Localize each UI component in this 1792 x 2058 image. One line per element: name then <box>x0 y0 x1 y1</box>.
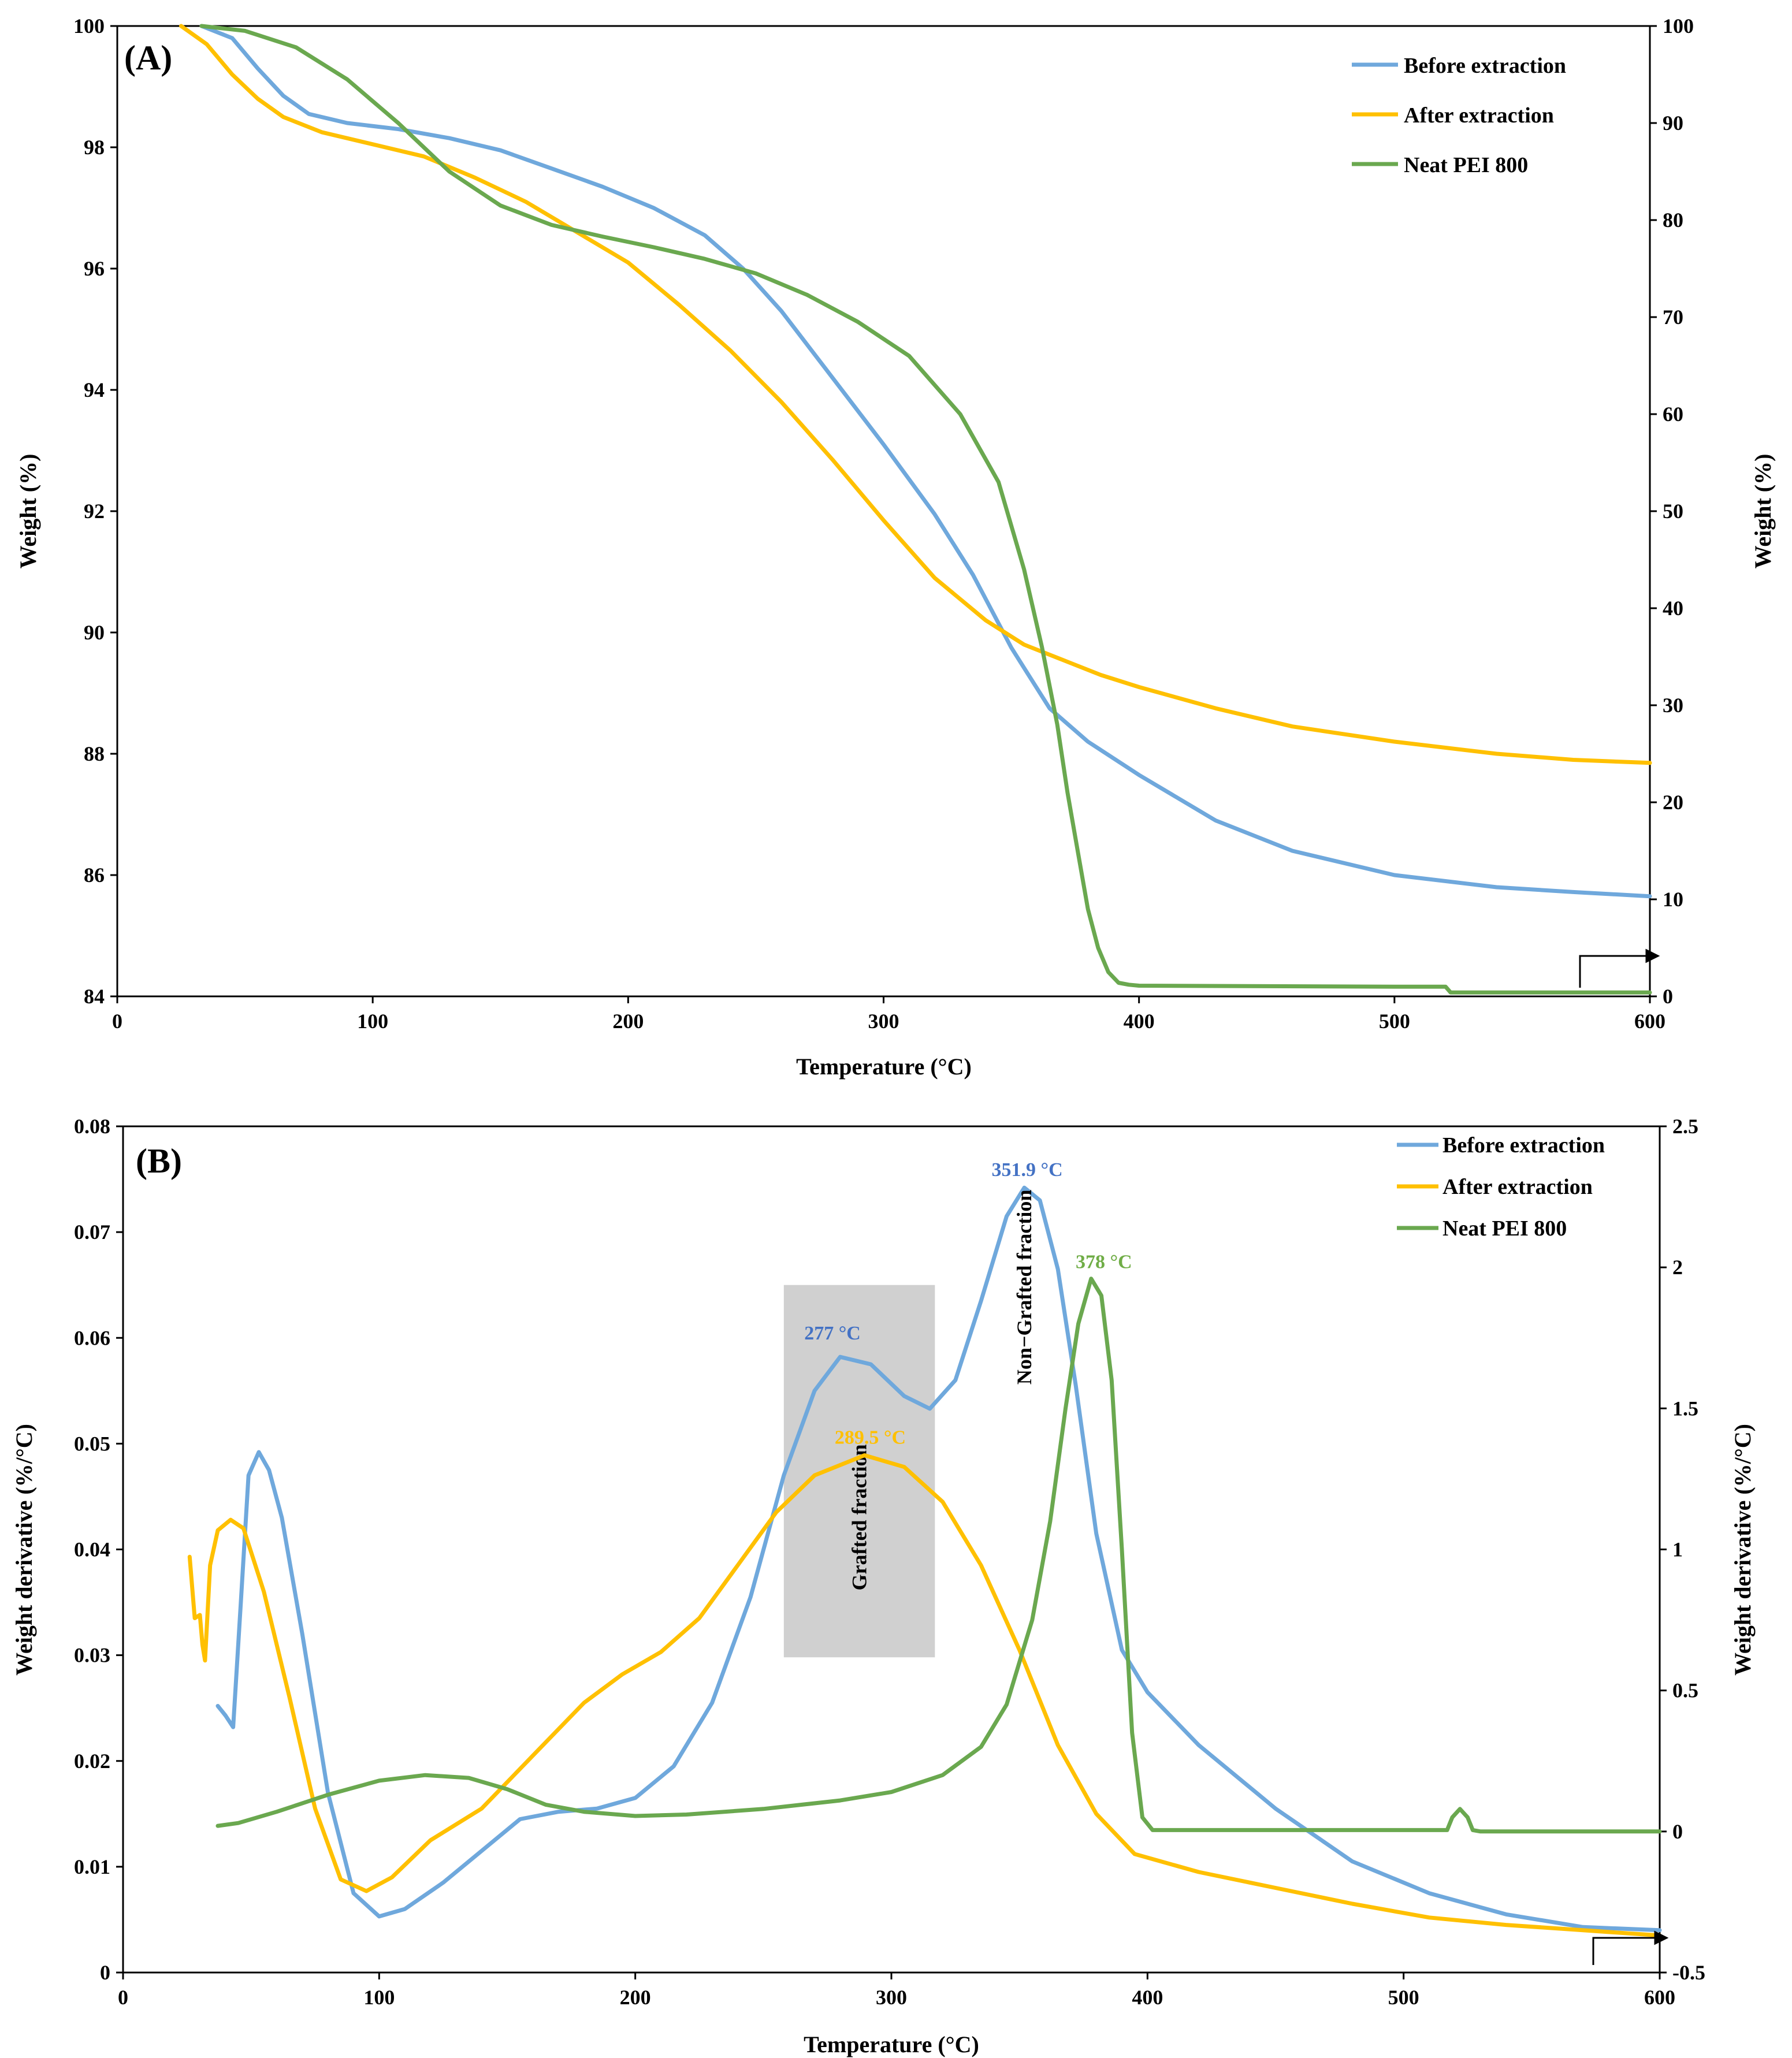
panel-b-legend: Before extraction After extraction Neat … <box>1397 1133 1605 1241</box>
y-tick-label: 100 <box>73 14 105 38</box>
peak-label-289-5: 289.5 °C <box>835 1427 906 1449</box>
x-tick-label: 500 <box>1379 1010 1410 1033</box>
panel-a-x-ticks: 0 100 200 300 400 500 600 <box>112 996 1665 1033</box>
series-line-after <box>179 24 1652 765</box>
y-tick-label: 0.01 <box>74 1855 110 1878</box>
peak-label-277: 277 °C <box>804 1323 861 1344</box>
y2-tick-label: 1 <box>1672 1538 1683 1561</box>
panel-b-label: (B) <box>136 1142 182 1180</box>
y2-tick-label: 90 <box>1663 111 1683 135</box>
y2-tick-label: 40 <box>1663 597 1683 620</box>
grafted-fraction-label: Grafted fraction <box>848 1445 871 1591</box>
y-tick-label: 92 <box>84 500 105 523</box>
right-axis-arrow-icon <box>1579 948 1660 988</box>
y-tick-label: 0 <box>100 1961 110 1984</box>
y-tick-label: 0.05 <box>74 1432 110 1455</box>
y-tick-label: 0.06 <box>74 1326 110 1349</box>
panel-b-x-axis-label: Temperature (°C) <box>804 2031 979 2057</box>
y-tick-label: 96 <box>84 257 105 280</box>
x-tick-label: 0 <box>118 1986 128 2009</box>
y-tick-label: 94 <box>84 378 105 401</box>
y-tick-label: 98 <box>84 136 105 159</box>
y2-tick-label: 2 <box>1672 1256 1683 1279</box>
panel-b-y2-ticks: -0.5 0 0.5 1 1.5 2 2.5 <box>1660 1115 1705 1984</box>
panel-a: (A) 0 100 200 300 400 500 600 8486889092949698… <box>15 14 1776 1080</box>
y2-tick-label: 0 <box>1672 1820 1683 1843</box>
right-axis-arrow-icon <box>1592 1930 1669 1965</box>
series-line-neat <box>215 1277 1662 1834</box>
y2-tick-label: -0.5 <box>1672 1961 1705 1984</box>
y-tick-label: 90 <box>84 621 105 644</box>
panel-b-y-axis-label: Weight derivative (%/°C) <box>11 1424 37 1676</box>
panel-a-label: (A) <box>124 39 172 77</box>
x-tick-label: 300 <box>868 1010 899 1033</box>
x-tick-label: 400 <box>1132 1986 1163 2009</box>
x-tick-label: 500 <box>1388 1986 1419 2009</box>
x-tick-label: 600 <box>1644 1986 1675 2009</box>
panel-a-series <box>179 24 1652 995</box>
peak-label-351-9: 351.9 °C <box>992 1159 1063 1181</box>
series-line-neat <box>199 24 1652 995</box>
y-tick-label: 84 <box>84 985 105 1008</box>
x-tick-label: 600 <box>1634 1010 1665 1033</box>
panel-b-y-ticks: 0 0.01 0.02 0.03 0.04 0.05 0.06 0.07 0.08 <box>74 1115 123 1984</box>
y2-tick-label: 0.5 <box>1672 1679 1698 1702</box>
y-tick-label: 0.04 <box>74 1538 110 1561</box>
y2-tick-label: 1.5 <box>1672 1397 1698 1420</box>
y-tick-label: 0.03 <box>74 1644 110 1667</box>
panel-a-x-axis-label: Temperature (°C) <box>796 1054 972 1080</box>
legend-label-before: Before extraction <box>1404 54 1566 78</box>
legend-label-neat: Neat PEI 800 <box>1404 153 1528 177</box>
y-tick-label: 0.07 <box>74 1220 110 1244</box>
x-tick-label: 100 <box>363 1986 395 2009</box>
y2-tick-label: 70 <box>1663 306 1683 329</box>
y-tick-label: 88 <box>84 742 105 765</box>
y2-tick-label: 0 <box>1663 985 1673 1008</box>
panel-b-x-ticks: 0 100 200 300 400 500 600 <box>118 1973 1675 2009</box>
y2-tick-label: 10 <box>1663 888 1683 911</box>
legend-label-after: After extraction <box>1404 103 1554 128</box>
series-line-after <box>187 1453 1662 1938</box>
y-tick-label: 0.08 <box>74 1115 110 1138</box>
legend-label-before: Before extraction <box>1442 1133 1605 1158</box>
y2-tick-label: 30 <box>1663 694 1683 717</box>
series-line-before <box>215 1185 1662 1933</box>
panel-b-y2-axis-label: Weight derivative (%/°C) <box>1730 1424 1756 1676</box>
y2-tick-label: 100 <box>1663 14 1694 38</box>
y-tick-label: 86 <box>84 864 105 887</box>
y-tick-label: 0.02 <box>74 1750 110 1773</box>
panel-b-series <box>187 1185 1662 1938</box>
series-line-before <box>199 24 1652 899</box>
y2-tick-label: 20 <box>1663 791 1683 814</box>
panel-a-y-axis-label: Weight (%) <box>15 454 41 569</box>
legend-label-after: After extraction <box>1442 1175 1593 1199</box>
x-tick-label: 400 <box>1124 1010 1155 1033</box>
y2-tick-label: 60 <box>1663 403 1683 426</box>
y2-tick-label: 80 <box>1663 209 1683 232</box>
non-grafted-fraction-label: Non−Grafted fraction <box>1013 1190 1036 1385</box>
x-tick-label: 0 <box>112 1010 122 1033</box>
y2-tick-label: 50 <box>1663 500 1683 523</box>
panel-a-y-ticks: 84 86 88 90 92 94 96 98 100 <box>73 14 117 1008</box>
panel-a-legend: Before extraction After extraction Neat … <box>1352 54 1566 177</box>
legend-label-neat: Neat PEI 800 <box>1442 1216 1567 1241</box>
peak-label-378: 378 °C <box>1076 1252 1132 1273</box>
x-tick-label: 200 <box>612 1010 644 1033</box>
panel-a-y2-ticks: 0 10 20 30 40 50 60 70 80 90 100 <box>1650 14 1694 1008</box>
x-tick-label: 300 <box>876 1986 907 2009</box>
y2-tick-label: 2.5 <box>1672 1115 1698 1138</box>
panel-b: (B) Grafted fraction 0 100 200 300 400 500 600… <box>11 1115 1756 2057</box>
panel-a-y2-axis-label: Weight (%) <box>1750 454 1776 569</box>
x-tick-label: 200 <box>620 1986 651 2009</box>
x-tick-label: 100 <box>357 1010 388 1033</box>
